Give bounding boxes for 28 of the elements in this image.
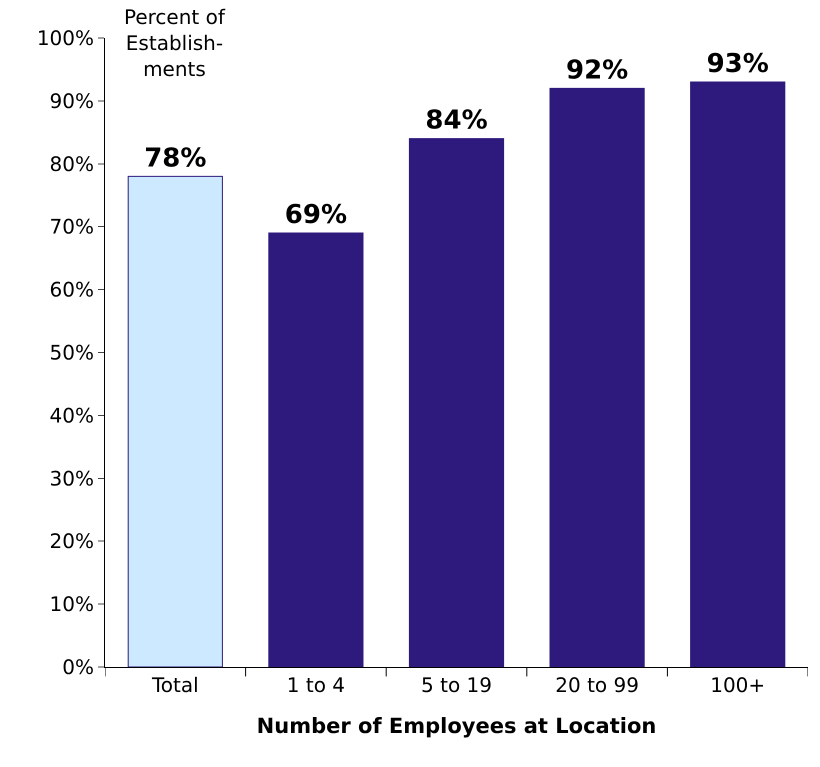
bar	[550, 88, 645, 667]
bar	[268, 232, 364, 667]
x-tick-label: 1 to 4	[286, 673, 346, 697]
y-tick-label: 50%	[50, 340, 94, 364]
x-tick-label: Total	[150, 673, 199, 697]
data-label: 93%	[706, 49, 769, 80]
bar	[408, 138, 504, 667]
y-tick-label: 30%	[50, 466, 94, 490]
y-tick-label: 90%	[50, 88, 94, 113]
y-tick-label: 40%	[50, 403, 94, 428]
bar	[128, 176, 223, 667]
x-axis-title: Number of Employees at Location	[256, 714, 656, 738]
x-tick-label: 100+	[710, 673, 766, 697]
y-tick-label: 20%	[50, 529, 94, 554]
y-tick-label: 80%	[50, 152, 94, 176]
y-tick-label: 0%	[62, 655, 94, 679]
y-tick-label: 70%	[50, 214, 94, 239]
x-tick-label: 20 to 99	[555, 673, 639, 697]
y-axis-title: Percent of Establish- ments	[124, 5, 226, 81]
data-label: 92%	[566, 55, 628, 86]
x-tick-label: 5 to 19	[421, 673, 492, 697]
data-label: 84%	[425, 106, 488, 136]
data-label: 78%	[144, 143, 206, 174]
y-tick-label: 60%	[50, 278, 94, 302]
bar	[690, 82, 786, 667]
y-tick-label: 100%	[36, 26, 94, 50]
y-tick-label: 10%	[50, 592, 94, 616]
data-label: 69%	[284, 200, 348, 230]
